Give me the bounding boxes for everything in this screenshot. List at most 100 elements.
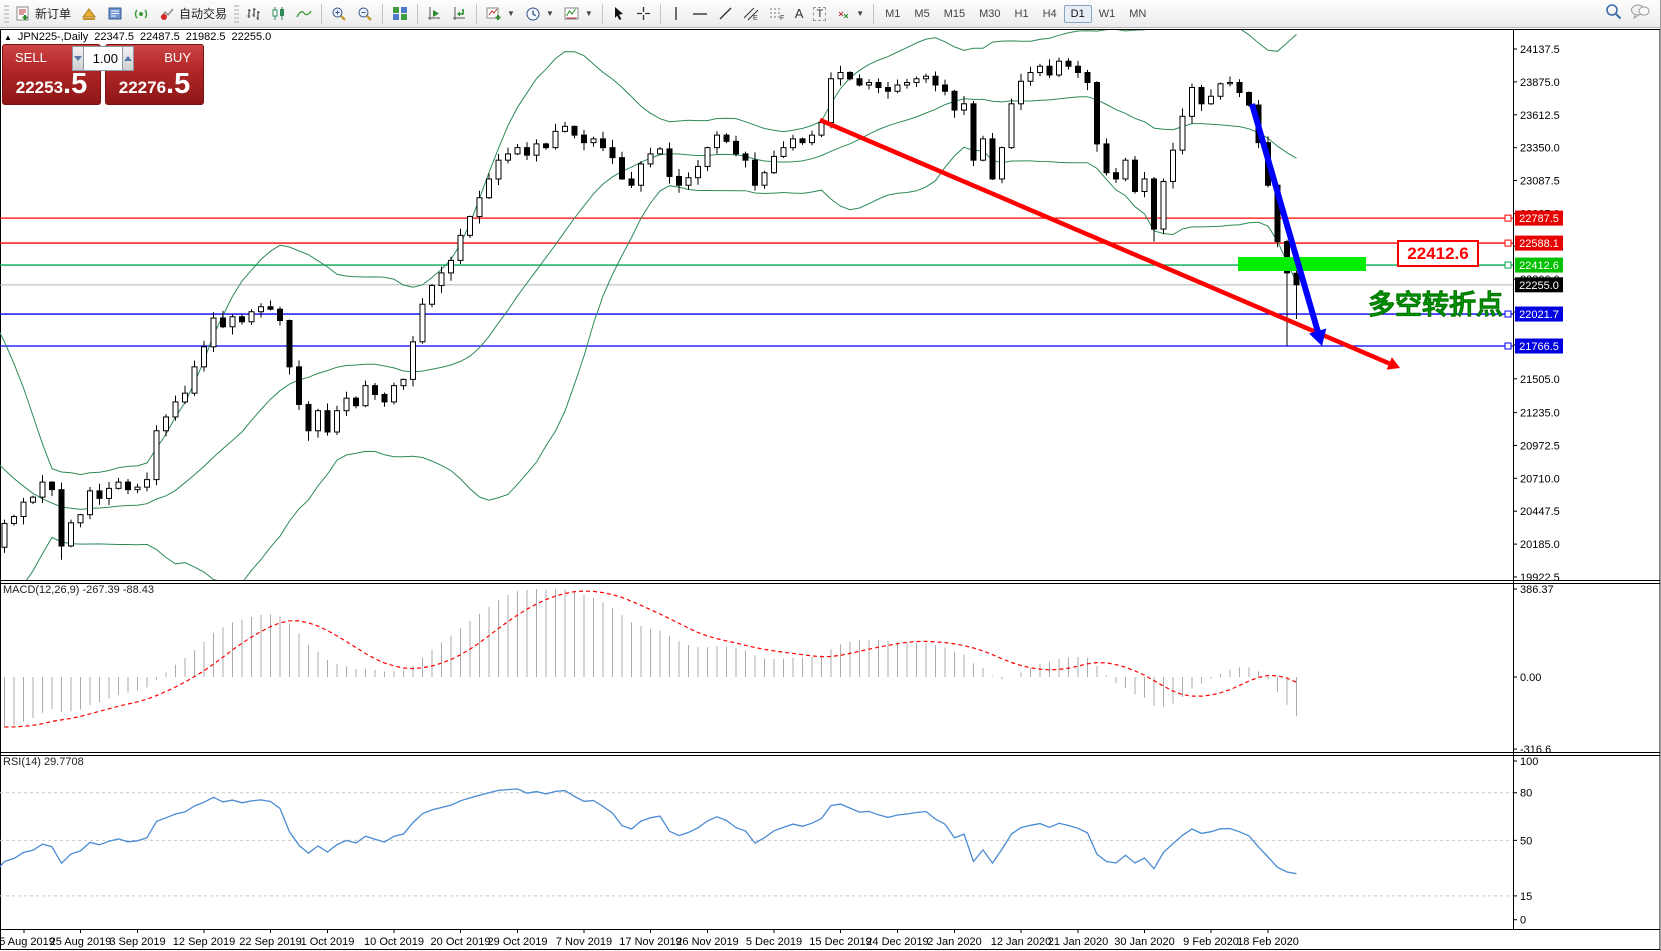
tab-timeframe-m5[interactable]: M5: [914, 7, 930, 20]
line-chart-button[interactable]: [291, 3, 317, 25]
date-label: 15 Aug 2019: [0, 936, 55, 948]
tab-timeframe-m15[interactable]: M15: [943, 7, 966, 20]
market-watch-icon: [81, 6, 97, 21]
price-badge-22588.1[interactable]: 22588.1: [1504, 235, 1563, 251]
candle: [666, 148, 673, 177]
date-label: 1 Oct 2019: [301, 936, 355, 948]
price-badge-22255.0[interactable]: 22255.0: [1515, 277, 1563, 293]
tab-timeframe-mn[interactable]: MN: [1129, 7, 1147, 20]
candle: [324, 410, 331, 433]
macd-pane[interactable]: [4, 589, 1297, 728]
auto-trading-button[interactable]: 自动交易: [154, 3, 232, 25]
chat-icon[interactable]: [1630, 3, 1650, 24]
new-chart-dropdown[interactable]: ▼: [481, 3, 520, 25]
volume-decrease-button[interactable]: [72, 46, 84, 71]
date-label: 10 Oct 2019: [364, 936, 424, 948]
label-tool-label: T: [813, 6, 827, 21]
candle: [1189, 87, 1195, 117]
cursor-tool-button[interactable]: [607, 3, 631, 25]
tab-timeframe-m30[interactable]: M30: [979, 7, 1001, 20]
candle: [856, 78, 863, 86]
horizontal-line-icon: [692, 6, 708, 21]
bar-chart-icon: [246, 6, 261, 21]
market-watch-button[interactable]: [76, 3, 102, 25]
price-badge-22021.7[interactable]: 22021.7: [1504, 306, 1563, 322]
candle: [1236, 82, 1243, 94]
tab-timeframe-d1[interactable]: D1: [1063, 4, 1092, 23]
date-label: 20 Oct 2019: [431, 936, 491, 948]
bar-chart-button[interactable]: [241, 3, 266, 25]
zoom-out-icon: [357, 6, 373, 22]
tab-timeframe-h1[interactable]: H1: [1014, 7, 1029, 20]
ohlc-low: 21982.5: [185, 31, 226, 43]
chart-shift-button[interactable]: [447, 3, 472, 25]
tab-timeframe-w1[interactable]: W1: [1098, 7, 1116, 20]
new-order-button[interactable]: 新订单: [11, 3, 76, 25]
candle: [676, 175, 682, 186]
auto-trading-icon: [159, 6, 175, 21]
date-label: 30 Jan 2020: [1114, 936, 1175, 948]
candle: [1027, 71, 1034, 82]
arrows-dropdown[interactable]: ▼: [831, 3, 869, 25]
text-tool[interactable]: A: [790, 3, 809, 25]
candle: [1, 522, 8, 548]
candle: [505, 153, 511, 161]
price-badge-21766.5[interactable]: 21766.5: [1504, 338, 1563, 354]
chevron-down-icon: ▼: [856, 9, 865, 18]
blue-trend-arrow[interactable]: [1249, 103, 1327, 346]
auto-trading-label: 自动交易: [179, 7, 228, 21]
cn-annotation-text[interactable]: 多空转折点: [1368, 289, 1504, 322]
chart-shift-icon: [452, 6, 467, 21]
trendline-tool[interactable]: [713, 3, 738, 25]
search-icon[interactable]: [1605, 3, 1622, 25]
green-highlight-bar[interactable]: [1238, 257, 1366, 271]
horizontal-line-tool[interactable]: [687, 3, 713, 25]
volume-increase-button[interactable]: [122, 46, 134, 71]
rsi-pane[interactable]: [0, 788, 1513, 897]
candle: [657, 148, 663, 155]
main-pane[interactable]: 22412.6: [0, 20, 1513, 598]
candle: [125, 481, 131, 491]
candle: [305, 403, 312, 432]
equidistant-channel-tool[interactable]: E: [738, 3, 764, 25]
macd-label: MACD(12,26,9) -267.39 -88.43: [3, 584, 154, 596]
candle: [866, 82, 872, 86]
toolbar-grip[interactable]: [4, 4, 9, 23]
new-order-label: 新订单: [35, 7, 72, 21]
channel-icon: E: [743, 6, 759, 21]
signals-button[interactable]: [128, 3, 154, 25]
price-badge-22787.5[interactable]: 22787.5: [1504, 210, 1563, 226]
zoom-out-button[interactable]: [352, 3, 378, 25]
svg-text:E: E: [753, 15, 758, 21]
candle: [590, 138, 597, 144]
red-trend-arrow[interactable]: [819, 117, 1400, 370]
data-window-button[interactable]: [102, 3, 128, 25]
period-dropdown[interactable]: ▼: [520, 3, 559, 25]
toolbar-grip[interactable]: [234, 4, 240, 23]
auto-scroll-button[interactable]: [422, 3, 447, 25]
fibonacci-tool[interactable]: F: [764, 3, 790, 25]
text-label-tool[interactable]: T: [808, 3, 831, 25]
buy-price: 22276.5: [118, 68, 191, 100]
price-badge-22412.6[interactable]: 22412.6: [1504, 257, 1563, 273]
candle: [961, 103, 967, 111]
vertical-line-tool[interactable]: [665, 3, 687, 25]
candle: [1075, 65, 1081, 73]
zoom-in-button[interactable]: [326, 3, 352, 25]
macd-axis-label: 386.37: [1520, 584, 1554, 596]
price-tag-box[interactable]: 22412.6: [1397, 240, 1479, 267]
candle: [723, 134, 730, 142]
candlestick-chart-button[interactable]: [266, 3, 291, 25]
volume-input[interactable]: [84, 46, 122, 71]
tab-timeframe-m1[interactable]: M1: [885, 7, 901, 20]
tab-timeframe-h4[interactable]: H4: [1042, 7, 1057, 20]
tile-windows-button[interactable]: [387, 3, 413, 25]
date-label: 5 Dec 2019: [746, 936, 802, 948]
crosshair-tool-button[interactable]: [631, 3, 656, 25]
svg-text:22787.5: 22787.5: [1519, 213, 1559, 225]
template-dropdown[interactable]: ▼: [559, 3, 598, 25]
candle: [562, 125, 568, 132]
collapse-icon[interactable]: ▲: [4, 33, 12, 42]
candle: [695, 165, 701, 179]
